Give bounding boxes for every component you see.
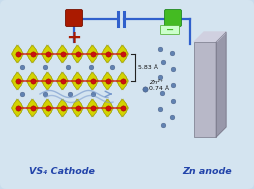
Polygon shape	[41, 99, 53, 117]
Polygon shape	[86, 72, 98, 90]
Polygon shape	[72, 46, 83, 62]
Polygon shape	[102, 100, 113, 116]
Text: 5.83 Å: 5.83 Å	[138, 65, 158, 70]
Polygon shape	[42, 46, 53, 62]
Polygon shape	[102, 45, 114, 63]
Text: VS₄ Cathode: VS₄ Cathode	[29, 167, 95, 176]
Polygon shape	[26, 99, 38, 117]
Polygon shape	[87, 99, 99, 117]
Polygon shape	[56, 45, 68, 63]
Polygon shape	[102, 46, 113, 62]
Polygon shape	[72, 100, 83, 116]
Bar	[194, 42, 216, 137]
Text: Zn anode: Zn anode	[182, 167, 232, 176]
Polygon shape	[87, 46, 98, 62]
Polygon shape	[57, 46, 68, 62]
Polygon shape	[72, 72, 84, 90]
Polygon shape	[27, 72, 39, 90]
Polygon shape	[12, 72, 24, 90]
Polygon shape	[42, 72, 54, 90]
Polygon shape	[42, 100, 53, 116]
Polygon shape	[56, 99, 68, 117]
Polygon shape	[42, 99, 54, 117]
Polygon shape	[71, 45, 83, 63]
Polygon shape	[87, 45, 99, 63]
Polygon shape	[87, 73, 98, 89]
Polygon shape	[11, 99, 23, 117]
Polygon shape	[117, 45, 129, 63]
Polygon shape	[72, 99, 84, 117]
Polygon shape	[12, 99, 24, 117]
Polygon shape	[116, 99, 128, 117]
FancyBboxPatch shape	[165, 9, 182, 26]
Polygon shape	[57, 100, 68, 116]
Polygon shape	[102, 72, 114, 90]
Polygon shape	[117, 100, 128, 116]
Polygon shape	[102, 99, 114, 117]
Polygon shape	[71, 99, 83, 117]
Polygon shape	[41, 72, 53, 90]
Polygon shape	[117, 99, 129, 117]
Polygon shape	[57, 99, 69, 117]
Polygon shape	[11, 72, 23, 90]
Text: −: −	[166, 25, 174, 35]
Polygon shape	[71, 72, 83, 90]
Polygon shape	[56, 72, 68, 90]
Text: +: +	[67, 29, 82, 47]
Polygon shape	[102, 73, 113, 89]
Polygon shape	[27, 46, 38, 62]
Polygon shape	[117, 46, 128, 62]
Polygon shape	[41, 45, 53, 63]
Polygon shape	[12, 73, 23, 89]
Polygon shape	[194, 32, 226, 42]
Polygon shape	[86, 99, 98, 117]
Polygon shape	[87, 72, 99, 90]
Polygon shape	[27, 99, 39, 117]
Polygon shape	[42, 45, 54, 63]
Polygon shape	[86, 45, 98, 63]
Polygon shape	[101, 45, 113, 63]
Polygon shape	[12, 46, 23, 62]
Polygon shape	[216, 32, 226, 137]
Polygon shape	[12, 100, 23, 116]
Polygon shape	[12, 45, 24, 63]
Polygon shape	[101, 99, 113, 117]
Polygon shape	[26, 72, 38, 90]
Polygon shape	[117, 72, 129, 90]
Polygon shape	[72, 45, 84, 63]
Polygon shape	[26, 45, 38, 63]
Polygon shape	[87, 100, 98, 116]
Polygon shape	[27, 73, 38, 89]
Polygon shape	[72, 73, 83, 89]
Polygon shape	[57, 72, 69, 90]
Polygon shape	[27, 45, 39, 63]
Polygon shape	[57, 45, 69, 63]
Polygon shape	[57, 73, 68, 89]
Polygon shape	[101, 72, 113, 90]
Text: Zn²⁺: Zn²⁺	[149, 81, 163, 85]
FancyBboxPatch shape	[161, 26, 180, 35]
Polygon shape	[42, 73, 53, 89]
Polygon shape	[11, 45, 23, 63]
Polygon shape	[116, 72, 128, 90]
Polygon shape	[117, 73, 128, 89]
FancyBboxPatch shape	[66, 9, 83, 26]
Polygon shape	[116, 45, 128, 63]
Polygon shape	[27, 100, 38, 116]
Text: 0.74 Å: 0.74 Å	[149, 87, 169, 91]
